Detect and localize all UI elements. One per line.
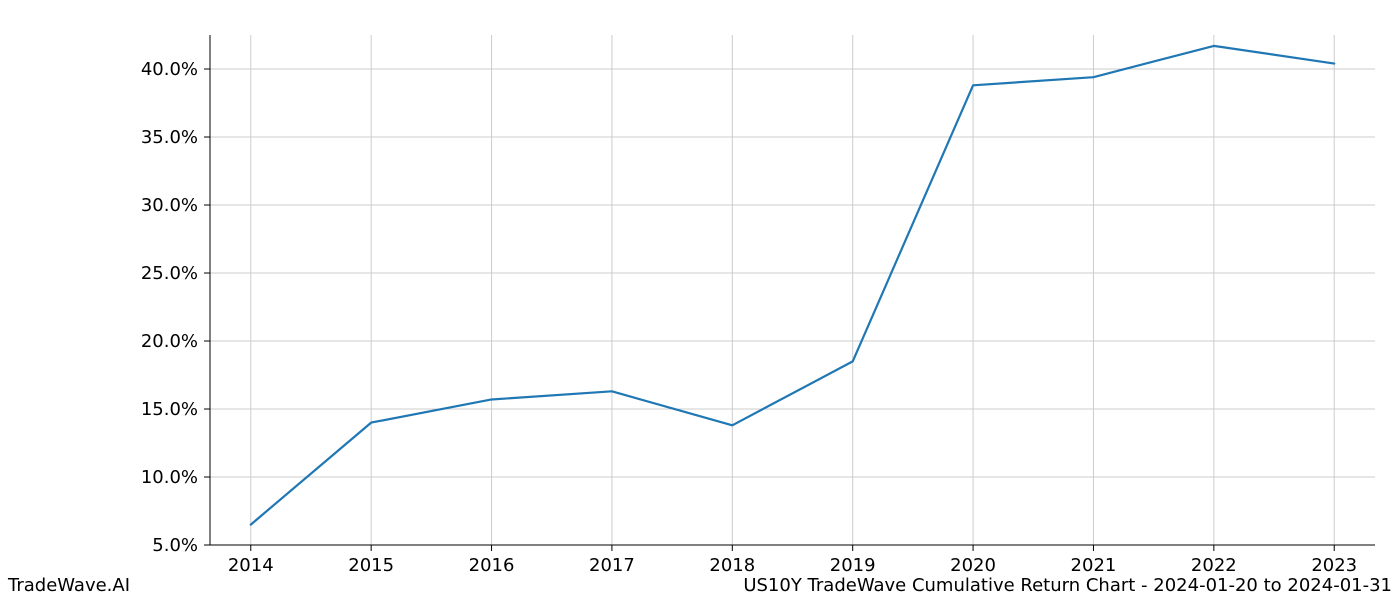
footer-brand: TradeWave.AI [8,575,130,596]
x-tick-label: 2022 [1191,555,1237,576]
y-tick-label: 40.0% [141,59,198,80]
x-tick-label: 2017 [589,555,635,576]
y-tick-label: 25.0% [141,263,198,284]
footer-caption: US10Y TradeWave Cumulative Return Chart … [743,575,1392,596]
x-tick-label: 2014 [228,555,274,576]
y-tick-label: 30.0% [141,195,198,216]
chart-container: 2014 2015 2016 2017 2018 2019 2020 2021 2022 2023… [0,0,1400,600]
y-tick-label: 5.0% [152,535,198,556]
y-tick-label: 35.0% [141,127,198,148]
y-tick-label: 20.0% [141,331,198,352]
y-tick-label: 15.0% [141,399,198,420]
x-tick-label: 2016 [469,555,515,576]
x-tick-label: 2021 [1071,555,1117,576]
x-tick-label: 2018 [709,555,755,576]
x-tick-label: 2020 [950,555,996,576]
x-tick-label: 2019 [830,555,876,576]
line-chart: 2014 2015 2016 2017 2018 2019 2020 2021 2022 2023… [0,0,1400,600]
x-tick-label: 2015 [348,555,394,576]
x-tick-label: 2023 [1311,555,1357,576]
y-tick-label: 10.0% [141,467,198,488]
